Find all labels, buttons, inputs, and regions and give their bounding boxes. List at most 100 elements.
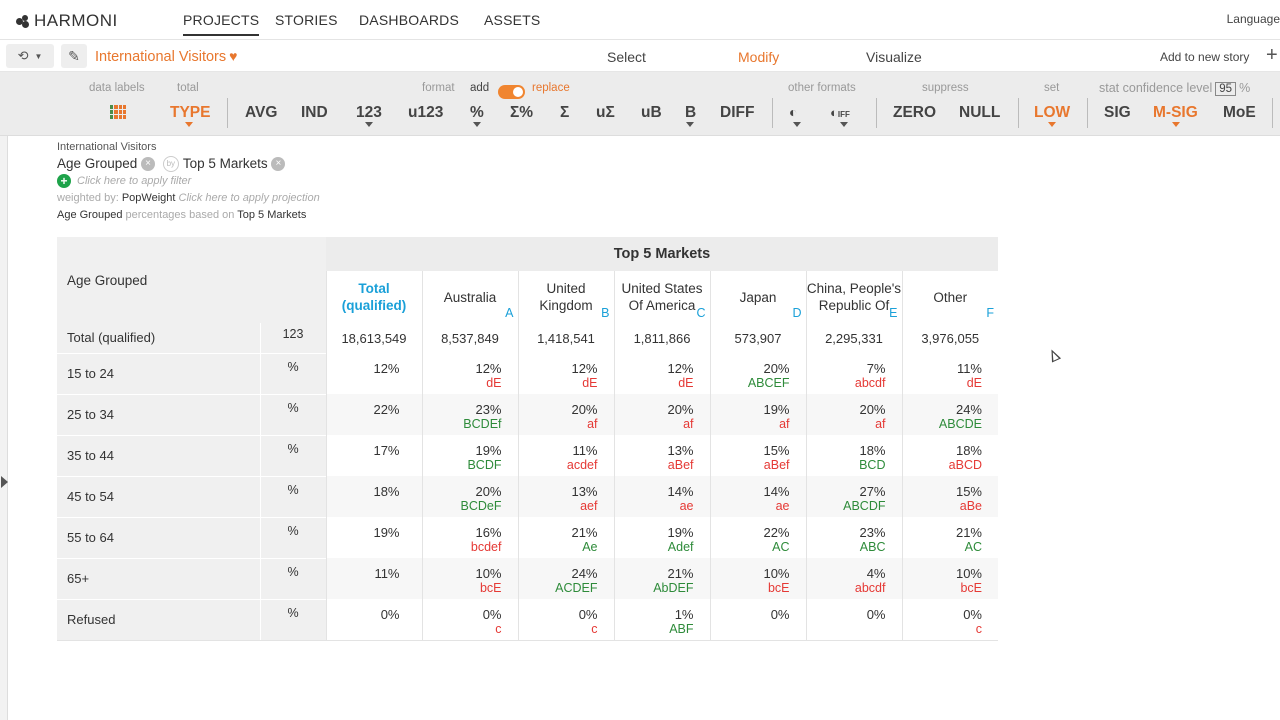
table-cell[interactable]: 1% ABF — [613, 599, 710, 641]
nav-assets[interactable]: ASSETS — [484, 12, 541, 28]
table-cell[interactable]: 1,418,541 — [517, 323, 614, 353]
table-cell[interactable]: 19% BCDF — [421, 435, 518, 476]
mode-select[interactable]: Select — [607, 49, 646, 65]
column-header[interactable]: Total (qualified) — [325, 271, 422, 323]
moe-button[interactable]: MoE — [1223, 104, 1256, 121]
ind-button[interactable]: IND — [301, 104, 328, 121]
table-cell[interactable]: 15% aBe — [901, 476, 998, 517]
nav-projects[interactable]: PROJECTS — [183, 12, 260, 36]
table-cell[interactable]: 19% Adef — [613, 517, 710, 558]
column-variable[interactable]: Top 5 Markets — [182, 156, 268, 171]
row-label[interactable]: 15 to 24 — [57, 352, 260, 394]
table-cell[interactable]: 0% c — [901, 599, 998, 641]
table-cell[interactable]: 3,976,055 — [901, 323, 998, 353]
base-button[interactable]: B — [685, 104, 697, 121]
mode-modify[interactable]: Modify — [738, 49, 780, 65]
table-cell[interactable]: 0% c — [421, 599, 518, 641]
column-header[interactable]: United Kingdom B — [517, 271, 614, 323]
plus-icon[interactable]: + — [1266, 44, 1278, 66]
table-cell[interactable]: 4% abcdf — [805, 558, 902, 599]
table-cell[interactable]: 23% ABC — [805, 517, 902, 558]
heart-icon[interactable]: ♥ — [229, 48, 238, 64]
table-cell[interactable]: 27% ABCDF — [805, 476, 902, 517]
banner-header[interactable]: Top 5 Markets — [326, 237, 998, 271]
other-format-icon[interactable]: ◐ — [789, 104, 798, 120]
table-cell[interactable]: 12% dE — [613, 353, 710, 394]
table-cell[interactable]: 11% — [325, 558, 422, 599]
table-cell[interactable]: 20% ABCEF — [709, 353, 806, 394]
table-cell[interactable]: 0% — [709, 599, 806, 641]
confidence-input[interactable]: 95 — [1215, 82, 1237, 96]
table-cell[interactable]: 21% Ae — [517, 517, 614, 558]
column-header[interactable]: Australia A — [421, 271, 518, 323]
edit-button[interactable]: ✎ — [61, 44, 87, 68]
row-variable[interactable]: Age Grouped — [57, 156, 138, 171]
filter-placeholder[interactable]: Click here to apply filter — [77, 174, 192, 187]
table-cell[interactable]: 23% BCDEf — [421, 394, 518, 435]
data-labels-grid-icon[interactable] — [110, 105, 126, 119]
zero-button[interactable]: ZERO — [893, 104, 937, 121]
table-cell[interactable]: 18% aBCD — [901, 435, 998, 476]
weight-variable[interactable]: PopWeight — [121, 192, 176, 204]
table-cell[interactable]: 12% dE — [517, 353, 614, 394]
table-cell[interactable]: 11% acdef — [517, 435, 614, 476]
sum-percent-button[interactable]: Σ% — [510, 104, 534, 121]
column-header[interactable]: United States Of America C — [613, 271, 710, 323]
table-cell[interactable]: 22% AC — [709, 517, 806, 558]
table-cell[interactable]: 1,811,866 — [613, 323, 710, 353]
table-cell[interactable]: 21% AC — [901, 517, 998, 558]
table-cell[interactable]: 21% AbDEF — [613, 558, 710, 599]
table-cell[interactable]: 11% dE — [901, 353, 998, 394]
table-cell[interactable]: 14% ae — [613, 476, 710, 517]
table-cell[interactable]: 8,537,849 — [421, 323, 518, 353]
row-label[interactable]: 25 to 34 — [57, 393, 260, 435]
diff-format-button[interactable]: ◐IFF — [830, 105, 850, 120]
table-cell[interactable]: 20% BCDeF — [421, 476, 518, 517]
table-cell[interactable]: 14% ae — [709, 476, 806, 517]
table-cell[interactable]: 24% ABCDE — [901, 394, 998, 435]
row-label[interactable]: Refused — [57, 598, 260, 641]
mode-visualize[interactable]: Visualize — [866, 49, 922, 65]
table-cell[interactable]: 0% — [325, 599, 422, 641]
sig-button[interactable]: SIG — [1104, 104, 1131, 121]
add-filter-icon[interactable]: + — [57, 174, 71, 188]
table-cell[interactable]: 2,295,331 — [805, 323, 902, 353]
table-cell[interactable]: 18% BCD — [805, 435, 902, 476]
language-menu[interactable]: Language — [1226, 12, 1280, 26]
row-label[interactable]: Total (qualified) — [57, 323, 260, 353]
remove-row-variable-icon[interactable]: × — [141, 157, 156, 172]
document-title[interactable]: International Visitors ♥ — [95, 48, 237, 65]
table-cell[interactable]: 12% — [325, 353, 422, 394]
percent-button[interactable]: % — [470, 104, 484, 121]
column-header[interactable]: Japan D — [709, 271, 806, 323]
row-label[interactable]: 65+ — [57, 557, 260, 599]
table-cell[interactable]: 19% — [325, 517, 422, 558]
projection-placeholder[interactable]: Click here to apply projection — [178, 192, 320, 204]
nav-stories[interactable]: STORIES — [275, 12, 338, 28]
table-cell[interactable]: 0% c — [517, 599, 614, 641]
row-label[interactable]: 35 to 44 — [57, 434, 260, 476]
expand-panel-icon[interactable] — [1, 476, 8, 488]
table-cell[interactable]: 12% dE — [421, 353, 518, 394]
type-button[interactable]: TYPE — [170, 104, 211, 121]
null-button[interactable]: NULL — [959, 104, 1001, 121]
remove-column-variable-icon[interactable]: × — [271, 157, 286, 172]
table-cell[interactable]: 10% bcE — [421, 558, 518, 599]
low-button[interactable]: LOW — [1034, 104, 1071, 121]
table-cell[interactable]: 20% af — [613, 394, 710, 435]
unweighted-sum-button[interactable]: uΣ — [596, 104, 615, 121]
table-cell[interactable]: 20% af — [517, 394, 614, 435]
table-cell[interactable]: 0% — [805, 599, 902, 641]
add-replace-toggle[interactable] — [498, 85, 525, 99]
table-cell[interactable]: 7% abcdf — [805, 353, 902, 394]
column-header[interactable]: China, People's Republic Of E — [805, 271, 902, 323]
table-cell[interactable]: 17% — [325, 435, 422, 476]
diff-button[interactable]: DIFF — [720, 104, 755, 121]
add-to-new-story-link[interactable]: Add to new story — [1160, 50, 1250, 64]
table-cell[interactable]: 18,613,549 — [325, 323, 422, 353]
unweighted-count-button[interactable]: u123 — [408, 104, 444, 121]
table-cell[interactable]: 22% — [325, 394, 422, 435]
table-cell[interactable]: 10% bcE — [901, 558, 998, 599]
table-cell[interactable]: 15% aBef — [709, 435, 806, 476]
count-button[interactable]: 123 — [356, 104, 382, 121]
